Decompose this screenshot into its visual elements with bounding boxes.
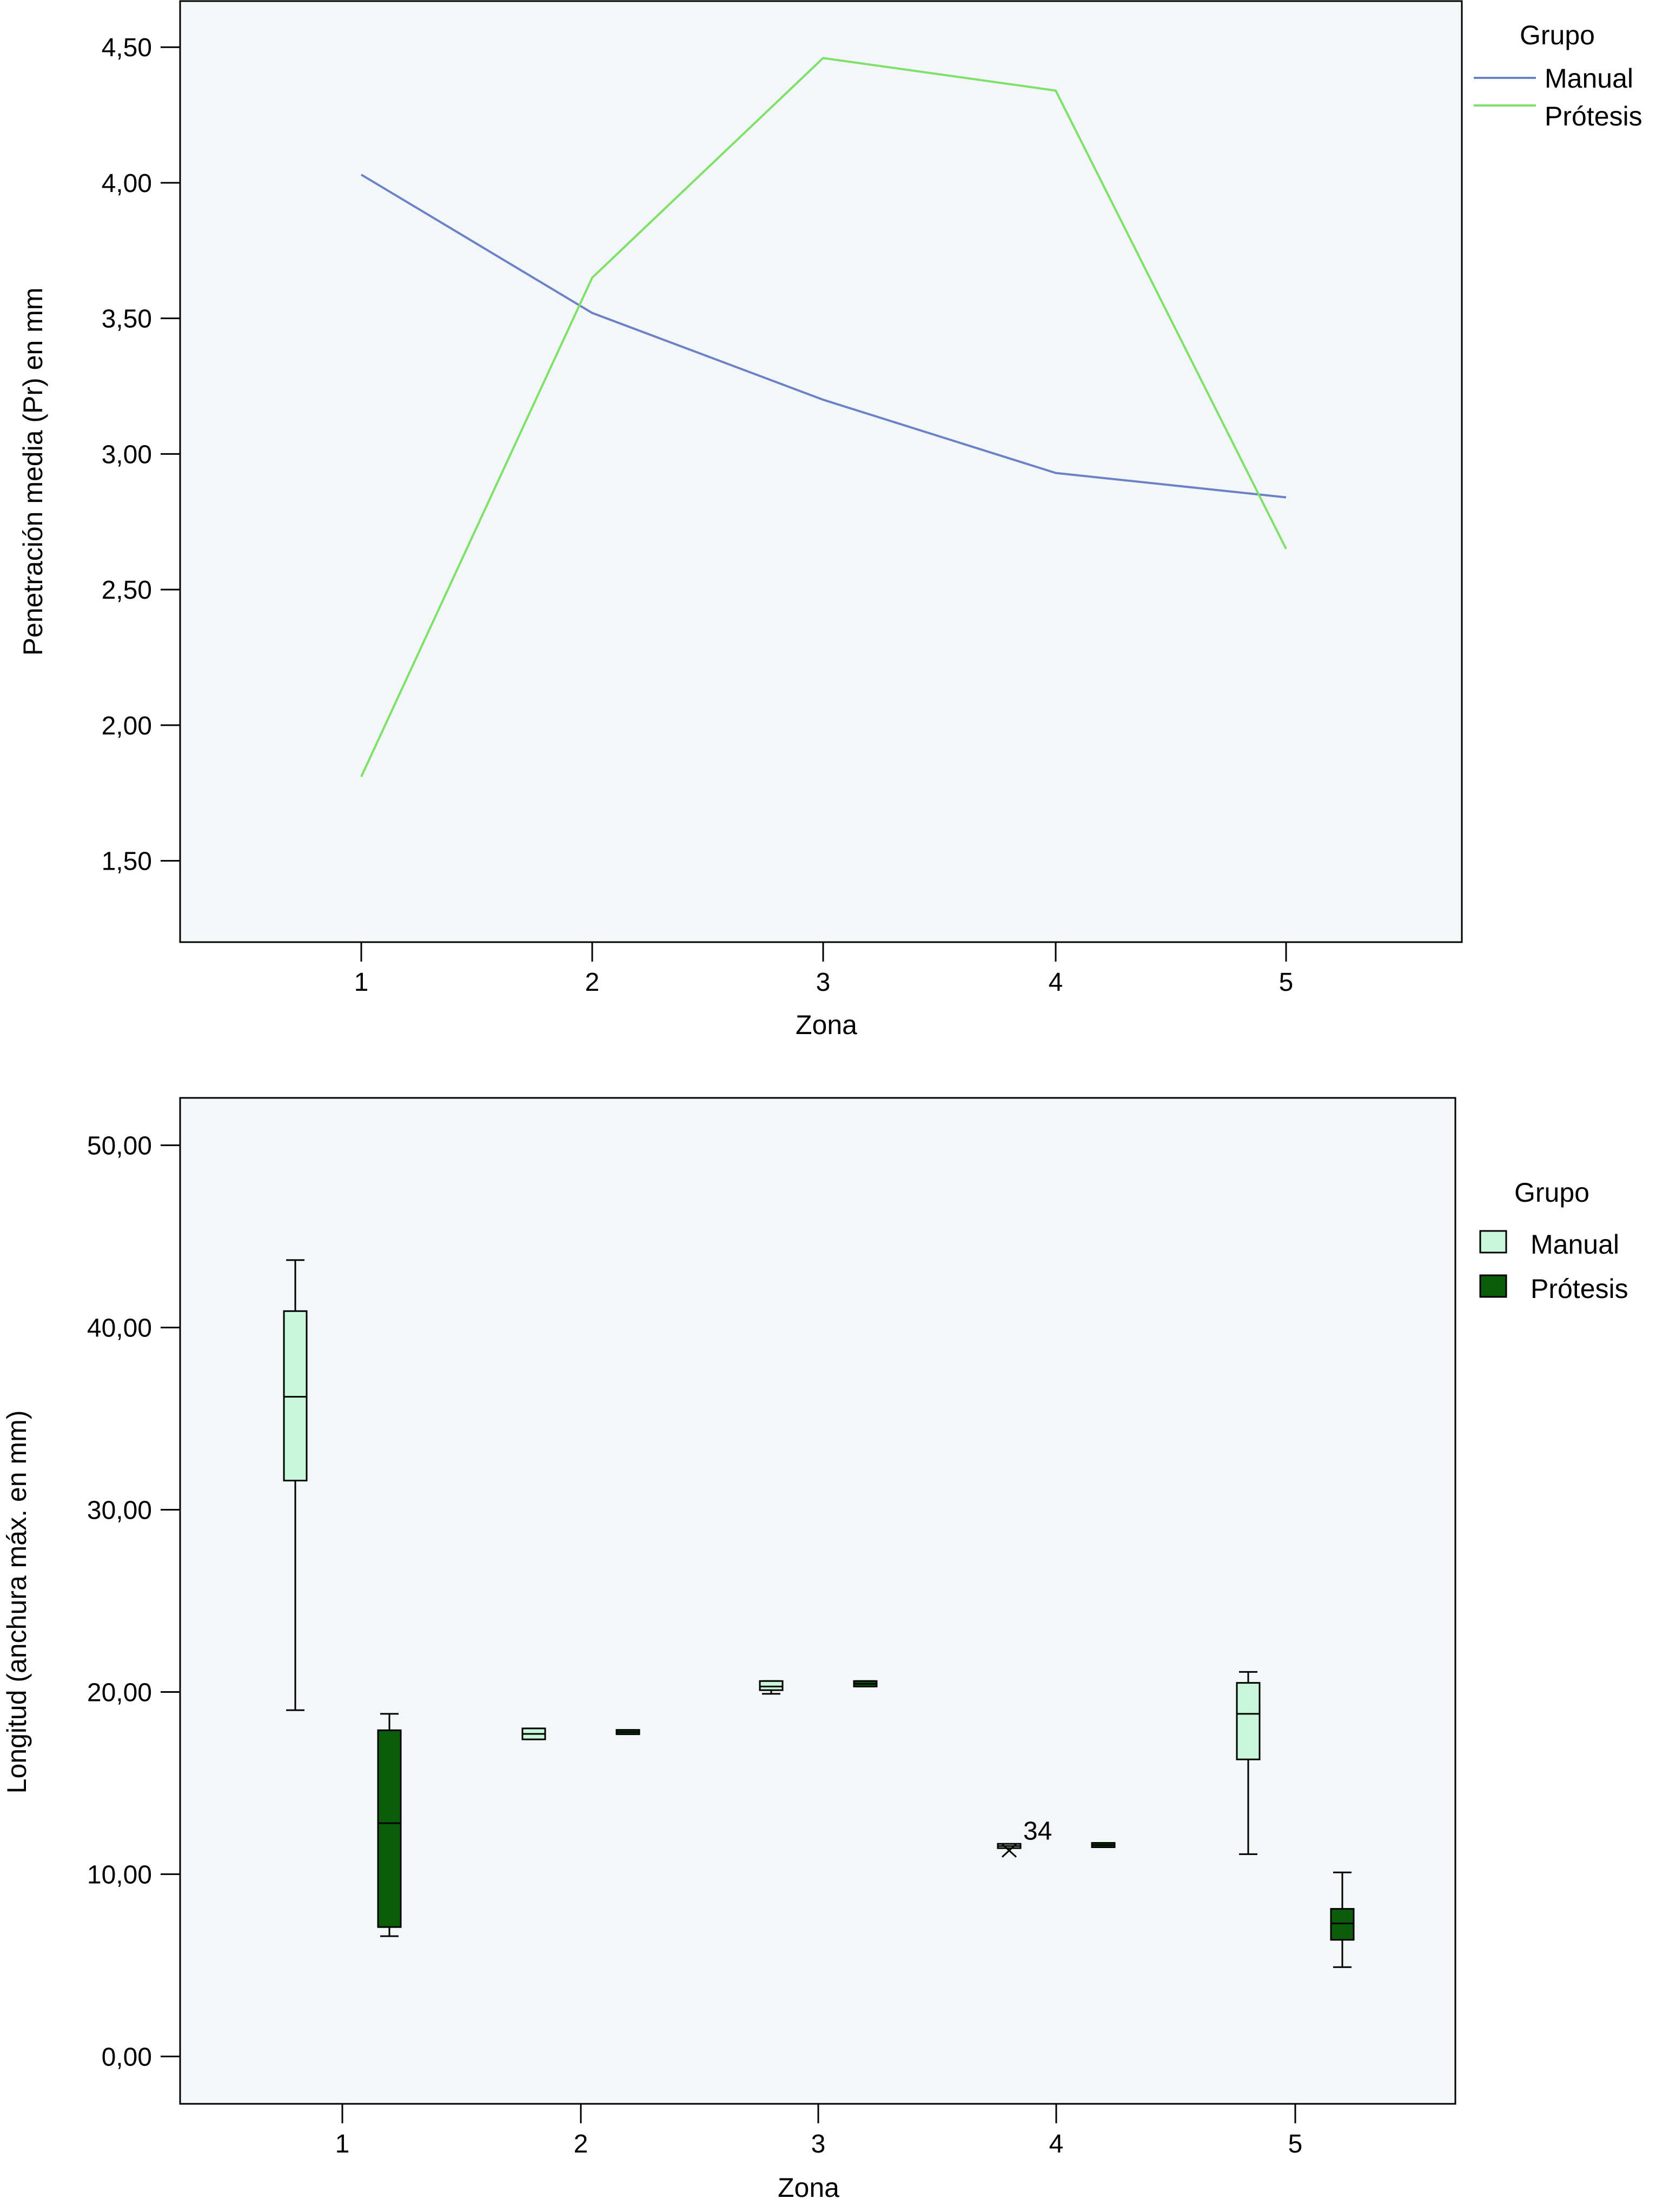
box-protesis-zona-5 [1330, 1871, 1355, 1968]
box-manual-zona-2 [521, 1727, 546, 1740]
outlier-marker [1001, 1843, 1017, 1858]
box-x-tick-label: 2 [574, 2130, 588, 2158]
box-plot-area [179, 1097, 1456, 2105]
box-legend-label-manual: Manual [1531, 1229, 1619, 1260]
line-series-manual [360, 174, 1287, 499]
line-y-axis-title: Penetración media (Pr) en mm [18, 288, 48, 656]
box-legend-swatch-protesis [1479, 1274, 1507, 1298]
box-y-axis: 0,00 10,00 20,00 30,00 40,00 50,00 [87, 1132, 180, 2071]
line-legend-title: Grupo [1520, 20, 1595, 50]
box-y-tick-label: 10,00 [87, 1860, 152, 1889]
box-x-tick-label: 3 [811, 2130, 826, 2158]
line-y-tick-label: 4,00 [102, 169, 152, 198]
box-outlier: 34 [1001, 1817, 1052, 1858]
box-iqr [1330, 1908, 1355, 1941]
line-x-axis: 1 2 3 4 5 [354, 942, 1294, 997]
box-iqr [283, 1310, 308, 1482]
box-iqr [759, 1680, 784, 1691]
box-legend: Grupo Manual Prótesis [1479, 1177, 1628, 1304]
box-series-group: 34 [283, 1259, 1355, 1968]
box-protesis-zona-2 [615, 1729, 640, 1736]
box-y-tick-label: 30,00 [87, 1496, 152, 1525]
box-protesis-zona-1 [377, 1713, 402, 1937]
box-iqr [1236, 1682, 1261, 1760]
line-legend-label-manual: Manual [1545, 63, 1633, 94]
box-y-tick-label: 40,00 [87, 1314, 152, 1343]
box-y-tick-label: 0,00 [102, 2043, 152, 2071]
box-manual-zona-5 [1236, 1671, 1261, 1855]
box-x-tick-label: 4 [1049, 2130, 1064, 2158]
box-legend-swatch-manual [1479, 1230, 1507, 1254]
line-legend: Grupo Manual Prótesis [1474, 20, 1642, 131]
line-x-tick-label: 1 [354, 968, 369, 997]
line-series-group [360, 57, 1287, 777]
box-manual-zona-3 [759, 1680, 784, 1695]
line-y-tick-label: 2,50 [102, 576, 152, 605]
box-y-tick-label: 20,00 [87, 1678, 152, 1707]
line-plot-area [179, 0, 1463, 943]
line-y-tick-label: 3,00 [102, 440, 152, 469]
box-y-tick-label: 50,00 [87, 1132, 152, 1161]
line-x-tick-label: 3 [816, 968, 831, 997]
box-x-axis-title: Zona [778, 2173, 839, 2203]
box-protesis-zona-3 [853, 1680, 878, 1687]
line-x-tick-label: 4 [1049, 968, 1063, 997]
line-legend-label-protesis: Prótesis [1545, 101, 1642, 131]
line-x-tick-label: 2 [585, 968, 600, 997]
box-manual-zona-1 [283, 1259, 308, 1711]
box-x-axis: 1 2 3 4 5 [335, 2104, 1303, 2158]
box-manual-zona-4 [997, 1843, 1022, 1849]
line-y-tick-label: 3,50 [102, 305, 152, 334]
box-legend-title: Grupo [1514, 1177, 1589, 1208]
box-protesis-zona-4 [1091, 1842, 1116, 1849]
line-y-tick-label: 1,50 [102, 847, 152, 876]
box-x-tick-label: 1 [335, 2130, 350, 2158]
line-y-tick-label: 4,50 [102, 34, 152, 62]
box-x-tick-label: 5 [1288, 2130, 1303, 2158]
line-series-protesis [360, 57, 1287, 777]
box-y-axis-title: Longitud (anchura máx. en mm) [2, 1410, 32, 1794]
line-y-axis: 1,50 2,00 2,50 3,00 3,50 4,00 4,50 [102, 34, 180, 876]
line-x-axis-title: Zona [796, 1010, 857, 1040]
box-iqr [377, 1729, 402, 1928]
box-legend-label-protesis: Prótesis [1531, 1274, 1628, 1304]
line-y-tick-label: 2,00 [102, 712, 152, 740]
line-x-tick-label: 5 [1279, 968, 1294, 997]
outlier-label: 34 [1023, 1817, 1052, 1846]
